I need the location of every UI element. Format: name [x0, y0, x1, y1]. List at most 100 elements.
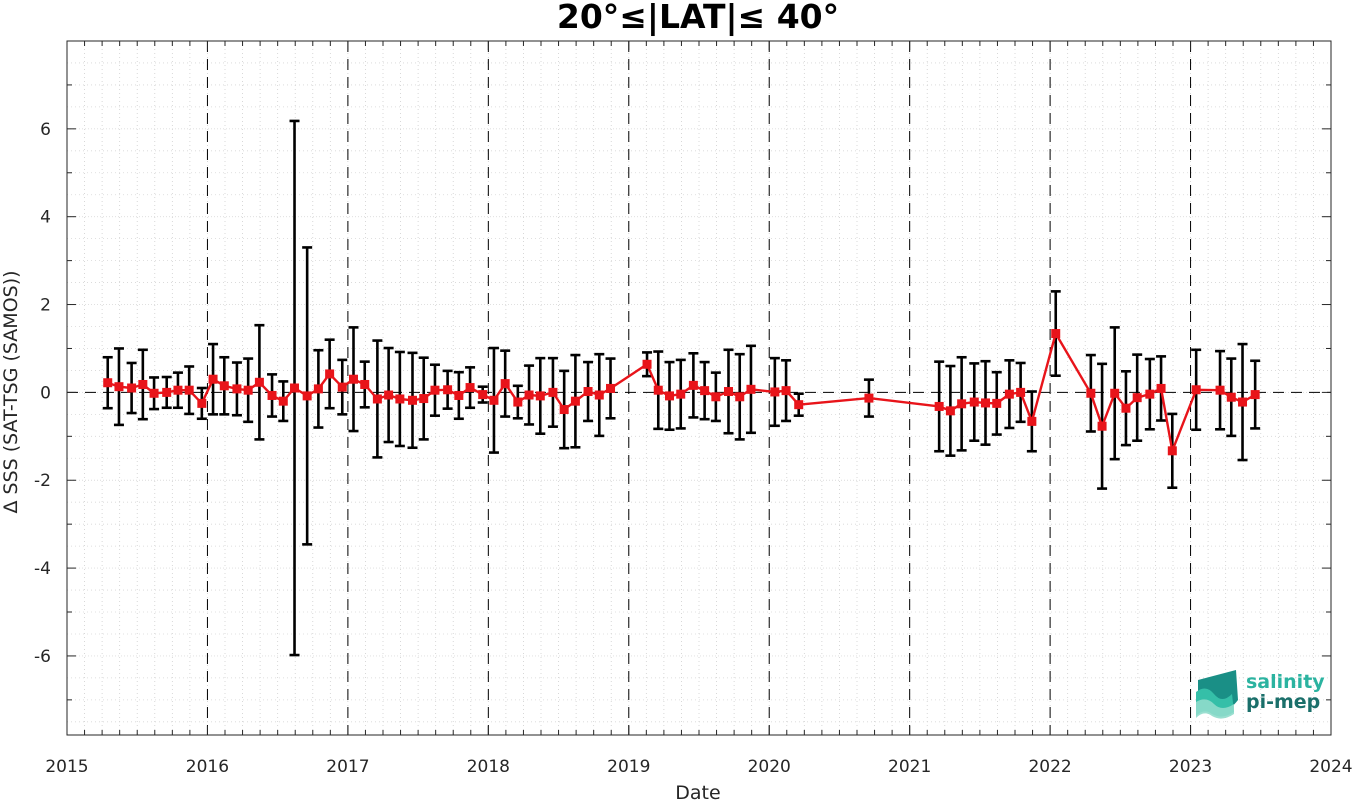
x-tick-label: 2017 — [326, 757, 369, 777]
y-axis-label: Δ SSS (SAT-TSG (SAMOS)) — [0, 270, 22, 513]
data-point — [360, 379, 370, 389]
data-point — [1156, 383, 1166, 393]
data-point — [1016, 387, 1026, 397]
data-point — [535, 391, 545, 401]
data-point — [290, 383, 300, 393]
data-point — [454, 390, 464, 400]
data-point — [934, 401, 944, 411]
data-point — [325, 369, 335, 379]
logo-line-2: pi-mep — [1246, 691, 1320, 713]
data-point — [1110, 388, 1120, 398]
data-point — [548, 387, 558, 397]
data-point — [981, 398, 991, 408]
data-point — [653, 385, 663, 395]
data-point — [1215, 385, 1225, 395]
data-point — [794, 400, 804, 410]
data-point — [208, 374, 218, 384]
data-point — [1145, 389, 1155, 399]
data-point — [723, 387, 733, 397]
data-point — [700, 386, 710, 396]
x-tick-label: 2022 — [1028, 757, 1071, 777]
data-point — [372, 394, 382, 404]
data-point — [243, 385, 253, 395]
data-point — [864, 393, 874, 403]
data-point — [232, 384, 242, 394]
y-tick-labels: -6 -4 -2 0 2 4 6 — [34, 120, 51, 667]
data-point — [337, 382, 347, 392]
y-tick-label: -4 — [34, 559, 51, 579]
data-point — [254, 377, 264, 387]
x-tick-label: 2016 — [186, 757, 229, 777]
data-point — [127, 383, 137, 393]
y-tick-label: 6 — [40, 120, 51, 140]
data-point — [642, 359, 652, 369]
x-tick-label: 2024 — [1309, 757, 1352, 777]
data-point — [430, 385, 440, 395]
chart-title: 20°≤|LAT|≤ 40° — [557, 0, 839, 36]
data-point — [114, 382, 124, 392]
x-tick-label: 2023 — [1169, 757, 1212, 777]
data-point — [1238, 397, 1248, 407]
data-point — [735, 392, 745, 402]
data-point — [1167, 446, 1177, 456]
data-point — [184, 385, 194, 395]
data-point — [1027, 416, 1037, 426]
x-tick-label: 2020 — [748, 757, 791, 777]
data-point — [513, 397, 523, 407]
data-point — [1121, 403, 1131, 413]
y-tick-label: 4 — [40, 208, 51, 228]
data-point — [302, 391, 312, 401]
data-point — [313, 384, 323, 394]
data-point — [945, 406, 955, 416]
data-point — [688, 380, 698, 390]
data-point — [1250, 390, 1260, 400]
logo-line-1: salinity — [1246, 671, 1325, 693]
y-tick-label: 0 — [40, 383, 51, 403]
data-point — [149, 388, 159, 398]
grid — [66, 41, 1332, 735]
data-point — [570, 396, 580, 406]
data-point — [267, 390, 277, 400]
data-point — [1191, 385, 1201, 395]
markers — [103, 329, 1260, 456]
x-tick-label: 2015 — [45, 757, 88, 777]
y-tick-label: -2 — [34, 471, 51, 491]
x-tick-label: 2018 — [467, 757, 510, 777]
data-point — [173, 385, 183, 395]
data-point — [407, 395, 417, 405]
data-point — [524, 390, 534, 400]
data-point — [665, 391, 675, 401]
data-point — [992, 398, 1002, 408]
y-tick-label: -6 — [34, 647, 51, 667]
data-point — [349, 374, 359, 384]
data-point — [1086, 388, 1096, 398]
logo-wave-icon — [1196, 670, 1238, 719]
axis-ticks — [66, 41, 1332, 735]
data-point — [162, 387, 172, 397]
data-point — [138, 379, 148, 389]
data-point — [1097, 421, 1107, 431]
data-point — [489, 395, 499, 405]
data-point — [465, 383, 475, 393]
x-tick-labels: 2015 2016 2017 2018 2019 2020 2021 2022 2023 2024 — [45, 757, 1352, 777]
data-point — [500, 379, 510, 389]
data-point — [781, 386, 791, 396]
data-point — [606, 383, 616, 393]
y-tick-label: 2 — [40, 296, 51, 316]
data-point — [395, 394, 405, 404]
data-point — [559, 405, 569, 415]
data-point — [219, 381, 229, 391]
data-point — [103, 378, 113, 388]
data-point — [278, 396, 288, 406]
x-axis-label: Date — [675, 782, 720, 801]
data-point — [384, 390, 394, 400]
x-tick-label: 2019 — [607, 757, 650, 777]
data-point — [1132, 393, 1142, 403]
data-point — [969, 397, 979, 407]
data-point — [583, 387, 593, 397]
x-tick-label: 2021 — [888, 757, 931, 777]
data-point — [1226, 392, 1236, 402]
data-point — [443, 385, 453, 395]
